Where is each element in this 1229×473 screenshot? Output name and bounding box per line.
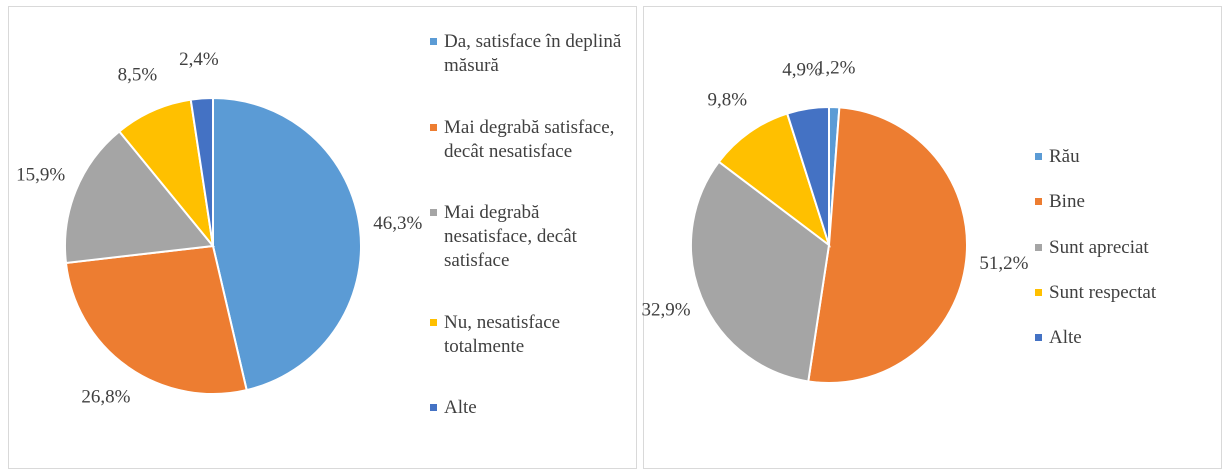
data-label: 32,9%	[641, 300, 690, 321]
pie-slice	[212, 96, 362, 392]
data-label: 51,2%	[979, 253, 1028, 274]
pie-slice	[717, 112, 831, 248]
legend-swatch	[430, 123, 437, 131]
panel-border	[643, 6, 1222, 469]
pie-slice	[189, 96, 214, 247]
legend-item: Nu, nesatisface totalmente	[430, 311, 630, 359]
data-label: 15,9%	[16, 164, 65, 185]
legend-item: Mai degrabă satisface, decât nesatisface	[430, 116, 630, 164]
legend-item: Rău	[1035, 145, 1215, 169]
legend: Da, satisface în deplină măsură Mai degra…	[430, 30, 630, 420]
legend-item: Alte	[430, 396, 630, 420]
pie-slice	[807, 106, 968, 384]
legend-label: Mai degrabă nesatisface, decât satisface	[444, 202, 577, 271]
legend-item: Alte	[1035, 326, 1215, 350]
legend-item: Sunt respectat	[1035, 281, 1215, 305]
data-label: 4,9%	[782, 59, 822, 80]
data-label: 1,2%	[816, 57, 856, 78]
legend-swatch	[1035, 334, 1042, 341]
legend-item: Sunt apreciat	[1035, 236, 1215, 260]
legend-label: Sunt apreciat	[1049, 236, 1149, 258]
legend-label: Rău	[1049, 146, 1080, 167]
legend-label: Nu, nesatisface totalmente	[444, 311, 561, 357]
pie-slice	[785, 105, 830, 246]
legend-swatch	[1035, 198, 1042, 206]
legend-swatch	[430, 318, 437, 326]
legend: Rău Bine Sunt apreciat Sunt respectat Alte	[1035, 145, 1215, 350]
legend-label: Alte	[1049, 327, 1082, 348]
legend-swatch	[1035, 243, 1042, 251]
legend-swatch	[430, 404, 437, 411]
legend-item: Da, satisface în deplină măsură	[430, 30, 630, 78]
data-label: 26,8%	[81, 386, 130, 407]
pie-slice	[64, 130, 215, 265]
legend-label: Alte	[444, 397, 477, 418]
panel-border	[8, 6, 637, 469]
legend-label: Da, satisface în deplină măsură	[444, 31, 622, 76]
legend-item: Mai degrabă nesatisface, decât satisface	[430, 201, 630, 273]
legend-label: Bine	[1049, 191, 1085, 213]
legend-swatch	[1035, 153, 1042, 160]
legend-label: Sunt respectat	[1049, 281, 1157, 303]
legend-label: Mai degrabă satisface, decât nesatisface	[444, 116, 615, 162]
legend-item: Bine	[1035, 190, 1215, 214]
legend-swatch	[430, 209, 437, 216]
data-label: 8,5%	[118, 64, 158, 85]
legend-swatch	[1035, 288, 1042, 296]
data-label: 2,4%	[179, 49, 219, 70]
pie-slice	[690, 160, 831, 383]
pie-slice	[64, 244, 248, 395]
legend-swatch	[430, 38, 437, 45]
data-label: 46,3%	[373, 213, 422, 234]
data-label: 9,8%	[708, 90, 748, 111]
